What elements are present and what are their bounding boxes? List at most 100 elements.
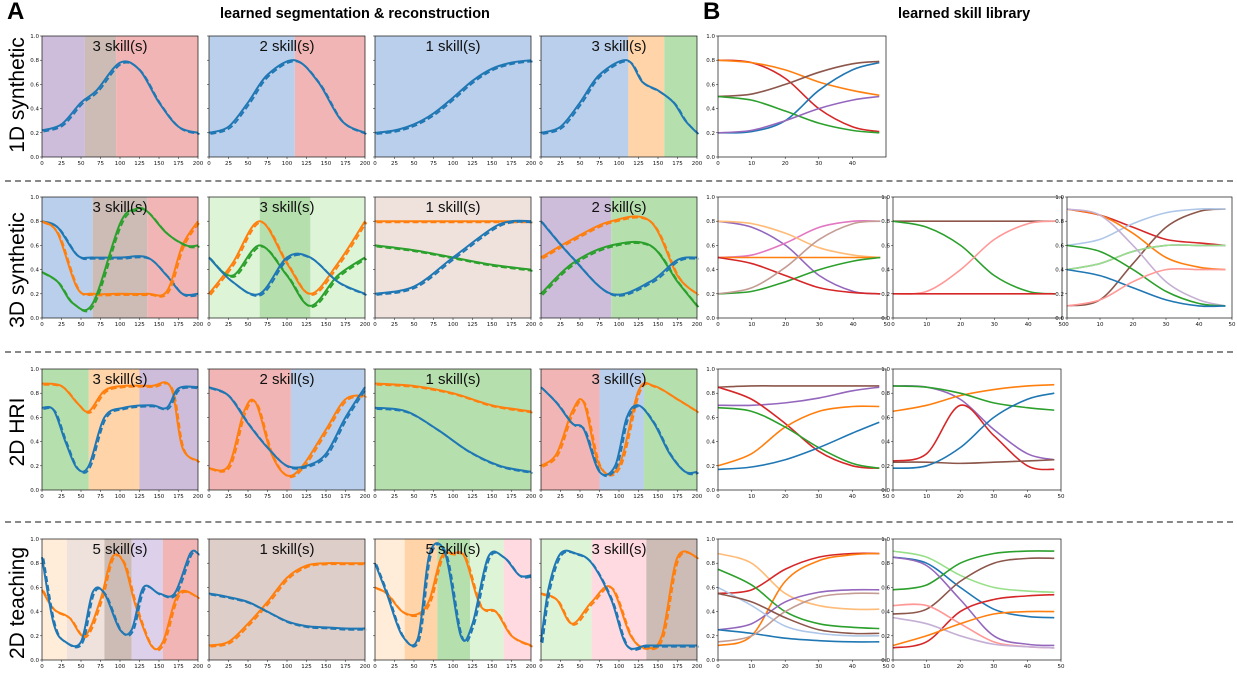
plot-a-11: 0 25 50 75 100 125 150 175 200 3 skill(s)	[539, 368, 703, 500]
y-tick-label: 1.0	[30, 367, 39, 373]
plot-b-18: 0 10 20 30 40 500.00.20.40.60.81.0	[881, 195, 1066, 328]
series-line	[1066, 208, 1226, 247]
panel-a-letter: A	[7, 0, 25, 25]
x-tick-label: 100	[115, 322, 126, 328]
x-tick-label: 20	[782, 322, 789, 328]
x-tick-label: 25	[58, 322, 65, 328]
y-tick-label: 0.2	[30, 464, 39, 470]
x-tick-label: 200	[526, 161, 537, 167]
series-line	[1066, 244, 1226, 307]
series-line	[892, 557, 1055, 615]
x-tick-label: 125	[467, 664, 478, 670]
y-tick-label: 0.2	[30, 634, 39, 640]
x-tick-label: 25	[557, 664, 564, 670]
x-tick-label: 150	[321, 161, 332, 167]
y-tick-label: 0.4	[30, 268, 39, 274]
series-line	[717, 385, 880, 388]
segment-band	[310, 197, 365, 318]
y-tick-label: 0.2	[706, 464, 715, 470]
y-tick-label: 0.8	[881, 391, 890, 397]
x-tick-label: 20	[1130, 322, 1137, 328]
segment-band	[66, 539, 105, 660]
x-tick-label: 100	[614, 161, 625, 167]
x-tick-label: 100	[448, 161, 459, 167]
x-tick-label: 50	[1229, 322, 1236, 328]
y-tick-label: 1.0	[30, 195, 39, 201]
series-line	[717, 256, 881, 295]
x-tick-label: 20	[957, 664, 964, 670]
x-tick-label: 175	[340, 494, 351, 500]
series-line	[41, 206, 199, 312]
plot-b-17: 0 10 20 30 40 500.00.20.40.60.81.0	[706, 195, 891, 328]
skill-count-label: 1 skill(s)	[426, 199, 481, 216]
series-line	[208, 59, 366, 134]
axes-frame	[892, 196, 1063, 319]
series-line	[717, 219, 881, 259]
x-tick-label: 150	[321, 494, 332, 500]
series-line	[892, 458, 1055, 465]
x-tick-label: 40	[1024, 494, 1031, 500]
series-line	[540, 59, 698, 134]
plot-a-13: 0 25 50 75 100 125 150 175 200 1 skill(s)	[207, 538, 371, 670]
plot-a-14: 0 25 50 75 100 125 150 175 200 5 skill(s)	[373, 538, 537, 670]
plot-a-9: 0 25 50 75 100 125 150 175 200 2 skill(s)	[207, 368, 371, 500]
y-tick-label: 0.0	[881, 316, 890, 322]
segment-band	[646, 539, 697, 660]
y-tick-label: 0.8	[706, 561, 715, 567]
x-tick-label: 20	[782, 161, 789, 167]
x-tick-label: 10	[748, 664, 755, 670]
x-tick-label: 100	[115, 494, 126, 500]
x-tick-label: 40	[849, 161, 856, 167]
panel-b-title: learned skill library	[898, 6, 1031, 22]
x-tick-label: 125	[301, 322, 312, 328]
x-tick-label: 175	[672, 494, 683, 500]
x-tick-label: 50	[577, 494, 584, 500]
y-tick-label: 0.2	[881, 292, 890, 298]
x-tick-label: 75	[97, 664, 104, 670]
segment-band	[643, 369, 697, 490]
x-tick-label: 150	[653, 664, 664, 670]
x-tick-label: 150	[487, 494, 498, 500]
x-tick-label: 150	[653, 322, 664, 328]
y-tick-label: 0.0	[706, 155, 715, 161]
x-tick-label: 175	[173, 161, 184, 167]
axes-frame	[717, 35, 887, 158]
y-tick-label: 0.6	[30, 415, 39, 421]
x-tick-label: 150	[487, 322, 498, 328]
x-tick-label: 40	[1024, 664, 1031, 670]
x-tick-label: 175	[672, 161, 683, 167]
x-tick-label: 50	[883, 494, 890, 500]
x-tick-label: 200	[526, 664, 537, 670]
x-tick-label: 25	[557, 322, 564, 328]
series-line	[41, 60, 199, 134]
plot-a-8: 0 25 50 75 100 125 150 175 200 0.0 0.2 0.4 0.6 0.8 1.0…	[30, 367, 203, 500]
skill-count-label: 3 skill(s)	[93, 371, 148, 388]
segment-band	[591, 539, 647, 660]
x-tick-label: 40	[849, 664, 856, 670]
y-tick-label: 0.4	[881, 440, 890, 446]
y-tick-label: 0.8	[30, 58, 39, 64]
skill-count-label: 3 skill(s)	[592, 541, 647, 558]
skill-count-label: 3 skill(s)	[93, 38, 148, 55]
x-tick-label: 75	[596, 494, 603, 500]
x-tick-label: 50	[411, 664, 418, 670]
x-tick-label: 25	[225, 494, 232, 500]
x-tick-label: 20	[957, 494, 964, 500]
x-tick-label: 125	[633, 322, 644, 328]
y-tick-label: 0.6	[706, 243, 715, 249]
y-tick-label: 0.0	[706, 488, 715, 494]
x-tick-label: 25	[225, 161, 232, 167]
series-line	[892, 220, 1056, 295]
skill-count-label: 3 skill(s)	[592, 38, 647, 55]
y-tick-label: 0.6	[881, 585, 890, 591]
x-tick-label: 50	[245, 664, 252, 670]
x-tick-label: 125	[301, 494, 312, 500]
x-tick-label: 125	[134, 322, 145, 328]
segment-band	[628, 36, 665, 157]
y-tick-label: 0.0	[1055, 316, 1064, 322]
y-tick-label: 0.4	[706, 268, 715, 274]
x-tick-label: 100	[115, 161, 126, 167]
x-tick-label: 175	[506, 161, 517, 167]
y-tick-label: 0.0	[881, 488, 890, 494]
x-tick-label: 10	[923, 322, 930, 328]
